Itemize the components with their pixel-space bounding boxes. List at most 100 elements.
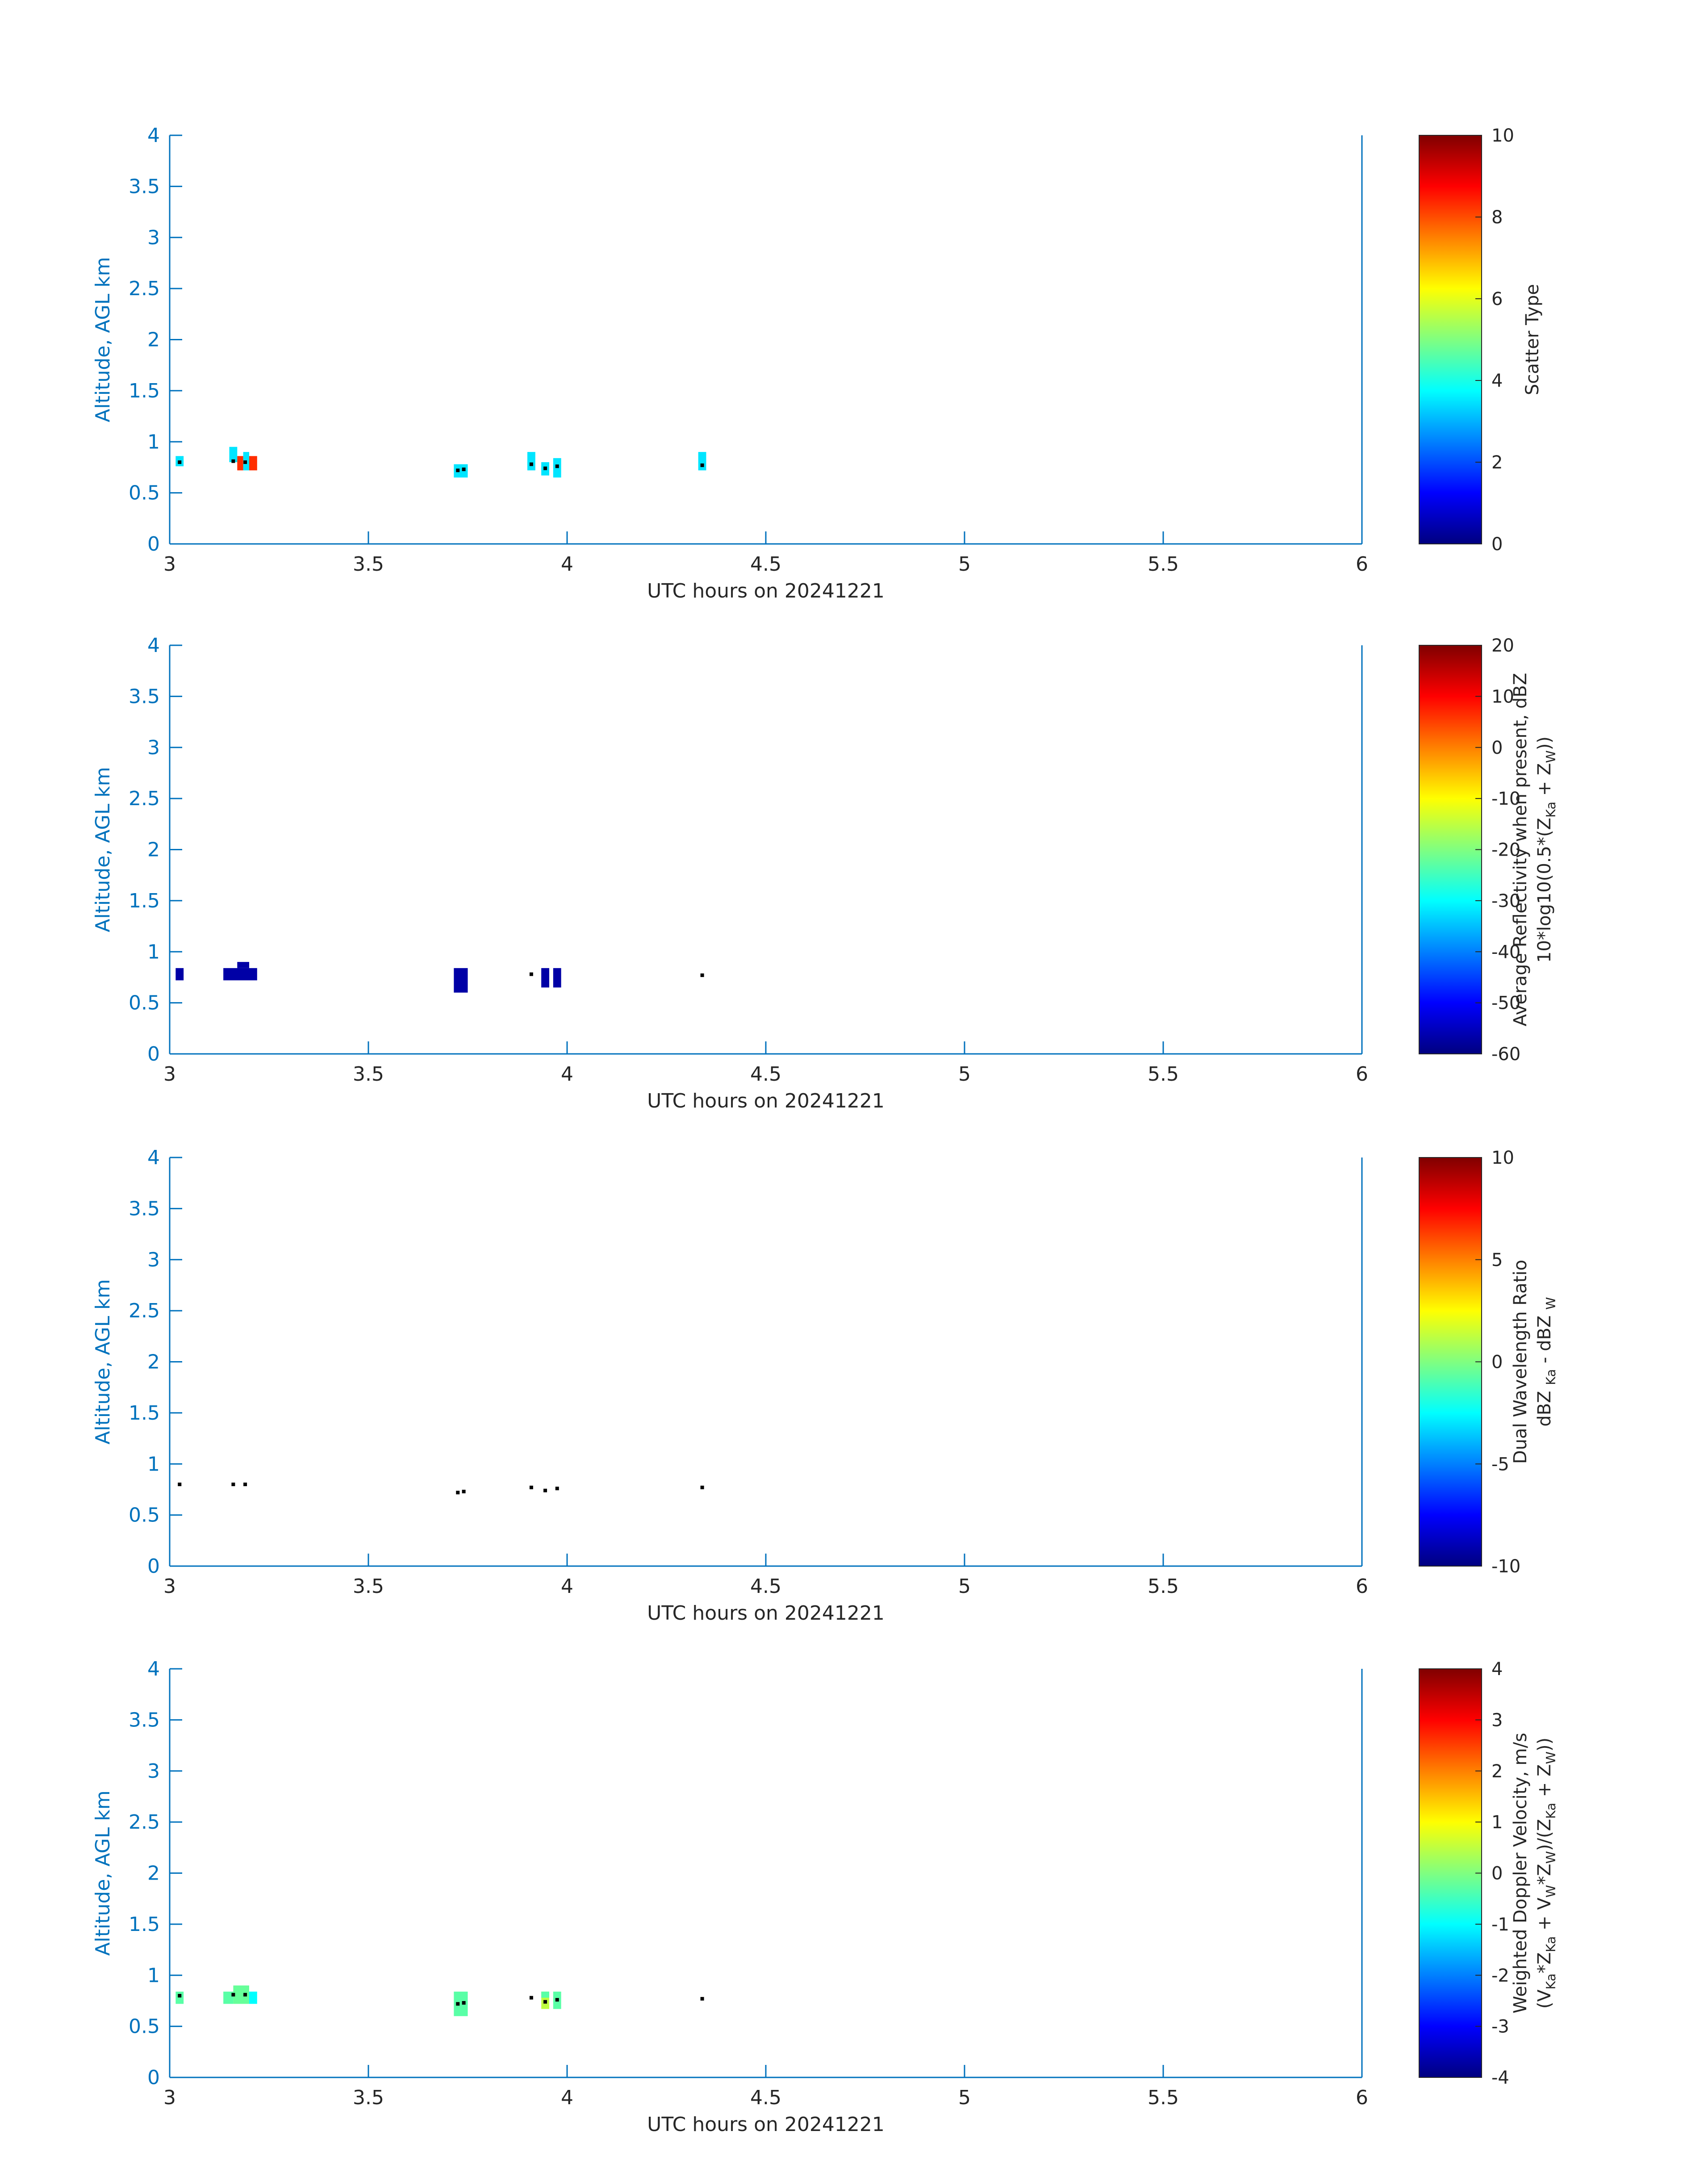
data-cell	[541, 1991, 549, 1998]
y-tick-label: 1	[147, 430, 160, 453]
colorbar-tick-label: -1	[1491, 1914, 1509, 1935]
sample-marker	[243, 1483, 247, 1486]
panel-2: 0 0.5 1 1.5 2 2.5 3 3.5 4 3 3.5 4 4.5 5 5.5 6 UTC hours …	[92, 634, 1558, 1112]
data-cells	[175, 962, 561, 993]
x-tick-label: 4.5	[750, 2086, 781, 2109]
sample-marker	[231, 459, 235, 463]
panel-1: 0 0.5 1 1.5 2 2.5 3 3.5 4 3 3.5 4 4.5 5 5.5 6 UTC hours …	[92, 124, 1543, 602]
colorbar-tick-label: 10	[1491, 1148, 1514, 1168]
data-cell	[243, 452, 249, 462]
data-cell	[454, 464, 468, 478]
x-tick-label: 3.5	[353, 2086, 384, 2109]
colorbar-label: (VKa*ZKa + VW*ZW)/(ZKa + ZW))	[1534, 1738, 1558, 2009]
data-cell	[541, 968, 549, 988]
x-tick-label: 4.5	[750, 553, 781, 576]
x-tick-label: 3.5	[353, 1575, 384, 1598]
y-tick-label: 1	[147, 1453, 160, 1475]
x-tick-label: 4	[561, 1575, 573, 1598]
x-tick-label: 5.5	[1148, 553, 1179, 576]
colorbar-tick-label: 3	[1491, 1710, 1503, 1730]
sample-marker	[555, 464, 559, 468]
sample-marker	[700, 463, 704, 467]
y-tick-label: 3	[147, 226, 160, 249]
x-tick-label: 6	[1356, 1063, 1368, 1086]
colorbar	[1419, 1157, 1482, 1567]
y-tick-label: 1.5	[129, 380, 160, 402]
colorbar-tick-label: 20	[1491, 635, 1514, 656]
colorbar-tick-label: -10	[1491, 789, 1520, 809]
y-tick-label: 0	[147, 1043, 160, 1066]
x-tick-label: 5.5	[1148, 1575, 1179, 1598]
colorbar-tick-label: -50	[1491, 993, 1520, 1014]
colorbar-label: Dual Wavelength Ratio	[1510, 1260, 1531, 1464]
y-tick-label: 2	[147, 1862, 160, 1885]
x-tick-label: 3	[163, 553, 176, 576]
data-cell	[553, 968, 561, 988]
sample-marker	[700, 973, 704, 977]
x-tick-label: 4.5	[750, 1063, 781, 1086]
data-cell	[249, 1991, 257, 2004]
x-axis-label: UTC hours on 20241221	[647, 2113, 885, 2136]
y-tick-label: 0.5	[129, 2015, 160, 2038]
data-cells	[175, 1985, 561, 2016]
sample-marker	[700, 1997, 704, 2001]
y-tick-label: 2.5	[129, 787, 160, 810]
colorbar-label: 10*log10(0.5*(ZKa + ZW))	[1534, 736, 1558, 963]
data-cells	[175, 447, 706, 478]
x-tick-label: 4	[561, 2086, 573, 2109]
data-cell	[237, 962, 249, 968]
colorbar-tick-label: 5	[1491, 1250, 1503, 1270]
colorbar-tick-label: -60	[1491, 1044, 1520, 1065]
colorbar	[1419, 135, 1482, 544]
y-tick-label: 2.5	[129, 1300, 160, 1322]
data-cell	[243, 462, 249, 471]
y-tick-label: 3.5	[129, 685, 160, 708]
colorbar-tick-label: -40	[1491, 942, 1520, 962]
y-tick-label: 2	[147, 839, 160, 861]
sample-marker	[543, 466, 547, 470]
data-cell	[237, 456, 243, 471]
data-cell	[223, 968, 257, 981]
y-tick-label: 1.5	[129, 1402, 160, 1425]
y-tick-label: 4	[147, 1146, 160, 1169]
x-tick-label: 5	[958, 553, 971, 576]
sample-marker	[543, 1488, 547, 1492]
colorbar-tick-label: -10	[1491, 1556, 1520, 1577]
colorbar-tick-label: -5	[1491, 1454, 1509, 1475]
colorbar-tick-label: 0	[1491, 1352, 1503, 1373]
sample-marker	[529, 462, 533, 466]
sample-marker	[529, 972, 533, 976]
colorbar-label: Average Reflectivity when present, dBZ	[1510, 673, 1531, 1026]
y-axis-label: Altitude, AGL km	[92, 257, 114, 422]
x-tick-label: 6	[1356, 553, 1368, 576]
x-axis-label: UTC hours on 20241221	[647, 1090, 885, 1112]
x-tick-label: 5.5	[1148, 1063, 1179, 1086]
sample-marker	[243, 1993, 247, 1997]
data-cell	[249, 456, 257, 471]
colorbar-tick-label: 6	[1491, 289, 1503, 309]
y-axis-label: Altitude, AGL km	[92, 1279, 114, 1444]
y-tick-label: 4	[147, 1658, 160, 1680]
data-cell	[175, 1991, 184, 2004]
x-tick-label: 5	[958, 1063, 971, 1086]
x-tick-label: 4	[561, 553, 573, 576]
panel-3: 0 0.5 1 1.5 2 2.5 3 3.5 4 3 3.5 4 4.5 5 5.5 6 UTC hours …	[92, 1146, 1558, 1625]
sample-marker	[555, 1487, 559, 1491]
y-tick-label: 3.5	[129, 175, 160, 198]
x-tick-label: 4.5	[750, 1575, 781, 1598]
sample-marker	[529, 1996, 533, 2000]
colorbar-label: dBZ Ka - dBZ W	[1534, 1297, 1558, 1426]
sample-marker	[462, 1490, 466, 1494]
x-tick-label: 6	[1356, 2086, 1368, 2109]
sample-marker	[462, 468, 466, 472]
data-cell	[454, 968, 468, 993]
colorbar	[1419, 1668, 1482, 2078]
sample-marker	[456, 1491, 460, 1495]
sample-marker	[178, 460, 182, 464]
sample-marker	[543, 2000, 547, 2004]
sample-marker	[700, 1485, 704, 1489]
colorbar	[1419, 645, 1482, 1054]
x-tick-label: 3.5	[353, 553, 384, 576]
y-axis-label: Altitude, AGL km	[92, 767, 114, 932]
